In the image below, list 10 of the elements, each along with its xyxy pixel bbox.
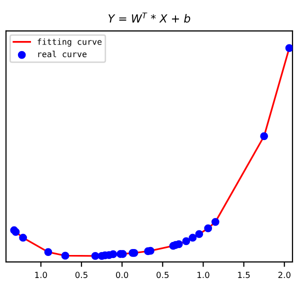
x-tick-label: 2.0 xyxy=(278,272,290,278)
x-tick-label: 1.5 xyxy=(238,272,250,278)
chart-title: Y = W$^{T}$ * X + b xyxy=(108,12,190,23)
x-tick-label: 0.0 xyxy=(116,272,128,278)
legend-label: real curve xyxy=(38,50,87,58)
x-tick-label: 0.5 xyxy=(75,272,88,278)
legend-label: fitting curve xyxy=(38,38,102,47)
x-tick-label: 0.5 xyxy=(156,272,169,278)
x-tick-label: 1.0 xyxy=(35,272,47,278)
x-tick-label: 1.0 xyxy=(198,272,210,278)
